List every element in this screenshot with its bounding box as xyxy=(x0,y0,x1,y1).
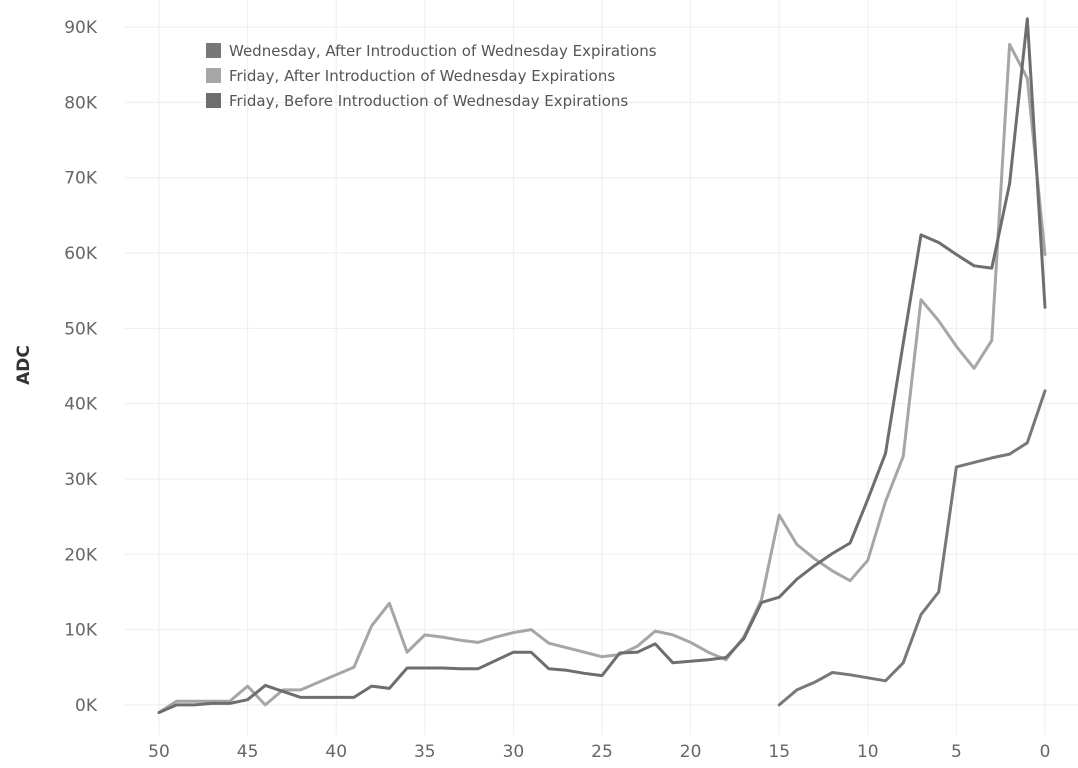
legend-swatch xyxy=(206,93,221,108)
x-tick-label: 0 xyxy=(1040,742,1051,762)
x-axis: 50 45 40 35 30 25 20 15 10 5 0 xyxy=(148,742,1050,762)
y-tick-label: 50K xyxy=(64,319,98,339)
legend-label: Friday, Before Introduction of Wednesday… xyxy=(229,92,628,110)
y-tick-label: 30K xyxy=(64,470,98,490)
x-tick-label: 30 xyxy=(503,742,525,762)
legend-swatch xyxy=(206,43,221,58)
x-tick-label: 20 xyxy=(680,742,702,762)
x-tick-label: 50 xyxy=(148,742,170,762)
legend: Wednesday, After Introduction of Wednesd… xyxy=(206,42,657,110)
y-axis-title: ADC xyxy=(14,345,34,385)
legend-swatch xyxy=(206,68,221,83)
x-tick-label: 40 xyxy=(325,742,347,762)
x-tick-label: 45 xyxy=(237,742,259,762)
y-tick-label: 10K xyxy=(64,621,98,641)
x-tick-label: 5 xyxy=(951,742,962,762)
legend-label: Wednesday, After Introduction of Wednesd… xyxy=(229,42,657,60)
series-lines xyxy=(157,17,1047,714)
series-line-1 xyxy=(777,389,1047,707)
y-tick-label: 90K xyxy=(64,18,98,38)
y-tick-label: 60K xyxy=(64,244,98,264)
x-tick-label: 10 xyxy=(857,742,879,762)
grid xyxy=(125,0,1078,735)
y-axis: 0K 10K 20K 30K 40K 50K 60K 70K 80K 90K xyxy=(64,18,98,716)
series-line-3 xyxy=(157,17,1047,714)
y-tick-label: 40K xyxy=(64,395,98,415)
legend-label: Friday, After Introduction of Wednesday … xyxy=(229,67,615,85)
y-tick-label: 20K xyxy=(64,545,98,565)
y-tick-label: 70K xyxy=(64,169,98,189)
x-tick-label: 35 xyxy=(414,742,436,762)
y-tick-label: 80K xyxy=(64,93,98,113)
x-tick-label: 25 xyxy=(591,742,613,762)
y-tick-label: 0K xyxy=(75,696,98,716)
series-line-2 xyxy=(157,42,1047,714)
x-tick-label: 15 xyxy=(768,742,790,762)
